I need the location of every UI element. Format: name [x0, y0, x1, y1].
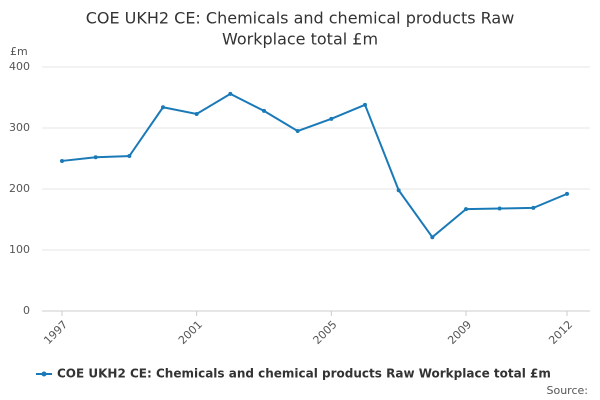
y-tick-label: 400 — [9, 60, 30, 73]
y-tick-label: 0 — [23, 304, 30, 317]
point — [329, 116, 334, 121]
point — [295, 129, 300, 134]
y-tick-label: 300 — [9, 121, 30, 134]
x-tick-label: 2001 — [176, 318, 205, 347]
series-line — [61, 92, 568, 239]
chart-title: Workplace total £m — [222, 30, 378, 49]
point — [60, 158, 64, 163]
legend-label: COE UKH2 CE: Chemicals and chemical prod… — [57, 367, 551, 381]
point — [194, 111, 199, 116]
x-tick-label: 2009 — [445, 318, 474, 347]
x-tick-label: 2012 — [546, 318, 575, 347]
point — [93, 155, 98, 160]
point — [497, 206, 502, 211]
point — [228, 91, 233, 96]
point — [262, 108, 266, 113]
point — [363, 102, 367, 107]
point — [430, 235, 435, 240]
point — [127, 154, 132, 159]
legend-marker — [41, 371, 47, 377]
point — [464, 207, 468, 212]
point — [531, 205, 536, 210]
point — [565, 191, 569, 196]
chart-title: COE UKH2 CE: Chemicals and chemical prod… — [86, 9, 515, 28]
source: Source: — [547, 384, 589, 397]
y-tick-label: 200 — [9, 182, 30, 195]
x-tick-label: 1997 — [41, 318, 70, 347]
point — [396, 188, 401, 193]
point — [161, 105, 165, 110]
y-tick-label: 100 — [9, 243, 30, 256]
x-tick-label: 2005 — [311, 318, 340, 347]
y-axis-label: £m — [10, 45, 28, 58]
